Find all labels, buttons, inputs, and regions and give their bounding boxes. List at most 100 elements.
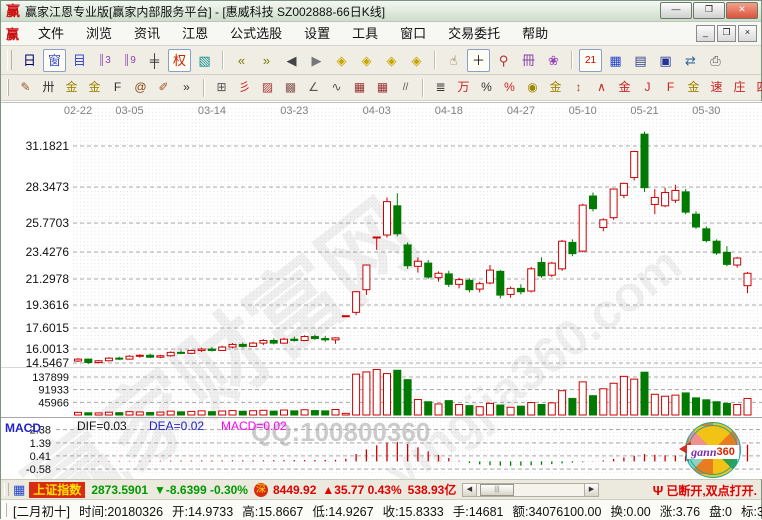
- wave-tool-icon[interactable]: ∿: [331, 80, 342, 94]
- candle-body: [434, 272, 443, 279]
- gold-average-icon[interactable]: 金: [549, 80, 562, 94]
- parallel-lines-icon[interactable]: //: [402, 82, 409, 93]
- magnifier-icon[interactable]: ⚲: [498, 52, 509, 68]
- child-restore-button[interactable]: ❐: [717, 25, 736, 42]
- data-export-icon[interactable]: ⇄: [685, 52, 696, 68]
- fib-grid-icon[interactable]: F: [113, 80, 122, 94]
- window-switch-icon[interactable]: 窗: [43, 48, 66, 72]
- speed-angle-icon[interactable]: 速: [710, 80, 723, 94]
- gann-expand-y-icon[interactable]: ◈: [411, 52, 422, 68]
- gann-shade-icon[interactable]: ▩: [284, 80, 297, 94]
- menu-gann[interactable]: 江恩: [182, 26, 209, 41]
- volume-bar: [249, 410, 258, 416]
- menu-file[interactable]: 文件: [38, 26, 65, 41]
- volume-bar: [321, 410, 330, 416]
- menu-tools[interactable]: 工具: [352, 26, 379, 41]
- wave-ab-icon[interactable]: ∧: [597, 80, 606, 94]
- child-close-button[interactable]: ×: [738, 25, 757, 42]
- gann-shrink-x-icon[interactable]: ◈: [336, 52, 347, 68]
- gann-shrink-y-icon[interactable]: ◈: [386, 52, 397, 68]
- scroll-left-icon[interactable]: ◀: [463, 484, 477, 496]
- volume-bar: [702, 399, 711, 416]
- kline-9-icon[interactable]: ║9: [123, 54, 136, 66]
- menu-help[interactable]: 帮助: [522, 26, 549, 41]
- menu-trade[interactable]: 交易委托: [448, 26, 501, 41]
- percent-retrace-icon[interactable]: %: [504, 80, 515, 94]
- box-tool-icon[interactable]: ⊞: [216, 80, 227, 94]
- minimize-button[interactable]: —: [660, 2, 692, 19]
- field-rise: 涨:3.76: [659, 504, 701, 519]
- gann360-text: gann: [691, 445, 717, 459]
- stat-list-icon[interactable]: ≣: [435, 80, 446, 94]
- wan-percent-icon[interactable]: 万: [457, 80, 470, 94]
- toolbar-separator: [571, 51, 573, 69]
- percent-tool-icon[interactable]: %: [481, 80, 492, 94]
- restore-rights-icon[interactable]: 权: [168, 48, 191, 72]
- draw-pen-icon[interactable]: ✎: [20, 80, 31, 94]
- spiral-tool-icon[interactable]: @: [134, 80, 147, 94]
- price-grid-b-icon[interactable]: ▦: [376, 80, 389, 94]
- child-minimize-button[interactable]: _: [696, 25, 715, 42]
- chart-canvas[interactable]: 赢家财富网www.yingjia360.comQQ:10080036002-22…: [1, 101, 762, 520]
- menu-window[interactable]: 窗口: [400, 26, 427, 41]
- candle-body: [558, 240, 567, 270]
- calculator-icon[interactable]: ▦: [609, 52, 622, 68]
- print-icon[interactable]: ⎙: [710, 52, 721, 68]
- toolbar-grip[interactable]: [7, 78, 9, 97]
- j-angle-icon[interactable]: J: [644, 80, 651, 94]
- prev-bar-icon[interactable]: ◀: [286, 52, 297, 68]
- crosshair-icon[interactable]: ＋: [467, 48, 490, 72]
- comb-grid-icon[interactable]: 卅: [42, 80, 55, 94]
- gold-grid-1-icon[interactable]: 金: [65, 80, 78, 94]
- color-chart-icon[interactable]: ▧: [198, 52, 211, 68]
- four-angle-icon[interactable]: 四: [752, 77, 762, 98]
- calendar-21-icon[interactable]: 21: [579, 48, 602, 72]
- maximize-button[interactable]: ❐: [693, 2, 725, 19]
- save-disk-icon[interactable]: ▣: [659, 52, 672, 68]
- horizontal-scrollbar[interactable]: ◀ ||| ▶: [462, 483, 599, 497]
- more-tools-icon[interactable]: »: [183, 80, 190, 94]
- scrollbar-thumb[interactable]: |||: [480, 484, 514, 496]
- scroll-right-icon[interactable]: ▶: [584, 484, 598, 496]
- gold-circle-icon[interactable]: ◉: [527, 80, 538, 94]
- pen-measure-icon[interactable]: ✐: [158, 80, 169, 94]
- angle-lines-icon[interactable]: ∠: [308, 80, 319, 94]
- gann-expand-x-icon[interactable]: ◈: [361, 52, 372, 68]
- menu-formula-stockpick[interactable]: 公式选股: [230, 26, 283, 41]
- next-bar-icon[interactable]: ▶: [311, 52, 322, 68]
- drag-hand-icon[interactable]: ☝: [449, 52, 458, 68]
- menu-browse[interactable]: 浏览: [86, 26, 113, 41]
- y-axis-label: 23.4276: [26, 245, 70, 259]
- connection-status[interactable]: Ψ 已断开,双点打开.: [653, 482, 757, 499]
- sh-index-badge[interactable]: 上证指数: [29, 481, 86, 498]
- gann-box-icon[interactable]: ▨: [261, 80, 274, 94]
- f-angle-icon[interactable]: F: [666, 80, 675, 94]
- field-pan: 盘:0: [709, 504, 732, 519]
- range-tool-icon[interactable]: ↕: [575, 80, 582, 94]
- sz-market-icon[interactable]: 深: [253, 482, 268, 497]
- kline-period-icon[interactable]: 日▾: [22, 52, 47, 69]
- gold-underline-icon[interactable]: 金: [618, 80, 631, 94]
- toolbar-grip[interactable]: [7, 50, 12, 70]
- first-page-icon[interactable]: «: [237, 52, 246, 68]
- kline-chart[interactable]: 赢家财富网www.yingjia360.comQQ:10080036002-22…: [1, 101, 762, 520]
- candle-style-icon[interactable]: ╪▾: [149, 52, 172, 69]
- close-button[interactable]: ✕: [726, 2, 758, 19]
- info-list-icon[interactable]: 目: [72, 52, 86, 68]
- banker-angle-icon[interactable]: 庄: [733, 80, 746, 94]
- menu-settings[interactable]: 设置: [304, 26, 331, 41]
- window-title: 赢家江恩专业版[赢家内部服务平台] - [惠威科技 SZ002888-66日K线…: [25, 4, 386, 19]
- gann-tool-icon[interactable]: 冊: [521, 52, 535, 68]
- report-notes-icon[interactable]: ▤: [634, 52, 647, 68]
- price-grid-a-icon[interactable]: ▦: [353, 80, 366, 94]
- gold-angle-icon[interactable]: 金: [687, 80, 700, 94]
- wave-brain-icon[interactable]: ❀: [548, 52, 559, 68]
- gold-grid-2-icon[interactable]: 金: [88, 80, 101, 94]
- volume-bar: [300, 409, 309, 416]
- volume-bar: [619, 375, 628, 416]
- fan-lines-icon[interactable]: 彡: [238, 80, 251, 94]
- kline-3-icon[interactable]: ║3: [98, 54, 111, 66]
- calendar-icon[interactable]: ▦: [13, 481, 26, 497]
- menu-news[interactable]: 资讯: [134, 26, 161, 41]
- last-page-icon[interactable]: »: [262, 52, 271, 68]
